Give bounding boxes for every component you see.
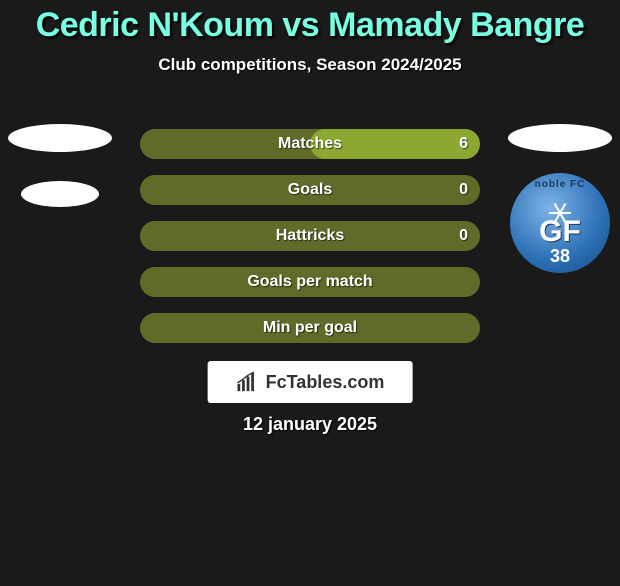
date-text: 12 january 2025	[0, 414, 620, 435]
stat-row: Goals0	[140, 175, 480, 205]
player-right-avatar-placeholder	[508, 124, 612, 152]
stat-label: Hattricks	[140, 221, 480, 251]
stat-row: Hattricks0	[140, 221, 480, 251]
stat-row: Matches6	[140, 129, 480, 159]
stat-label: Matches	[140, 129, 480, 159]
player-right-club-logo: noble FC GF 38	[510, 173, 610, 273]
stat-label: Min per goal	[140, 313, 480, 343]
player-right-column: noble FC GF 38	[505, 124, 615, 273]
stat-row: Goals per match	[140, 267, 480, 297]
stat-value-right: 0	[459, 221, 468, 251]
stat-label: Goals	[140, 175, 480, 205]
page-title: Cedric N'Koum vs Mamady Bangre	[0, 6, 620, 45]
badge-text: FcTables.com	[266, 372, 385, 393]
stat-value-right: 0	[459, 175, 468, 205]
player-left-column	[5, 124, 115, 212]
stat-value-right: 6	[459, 129, 468, 159]
player-left-club-placeholder	[21, 181, 99, 207]
bar-chart-icon	[236, 371, 258, 393]
stat-bars: Matches6Goals0Hattricks0Goals per matchM…	[140, 129, 480, 359]
stat-row: Min per goal	[140, 313, 480, 343]
player-left-avatar-placeholder	[8, 124, 112, 152]
snowflake-icon	[548, 201, 572, 225]
subtitle: Club competitions, Season 2024/2025	[0, 55, 620, 75]
stat-label: Goals per match	[140, 267, 480, 297]
club-logo-arc-text: noble FC	[535, 179, 586, 190]
fctables-badge: FcTables.com	[208, 361, 413, 403]
club-logo-number: 38	[550, 246, 570, 267]
